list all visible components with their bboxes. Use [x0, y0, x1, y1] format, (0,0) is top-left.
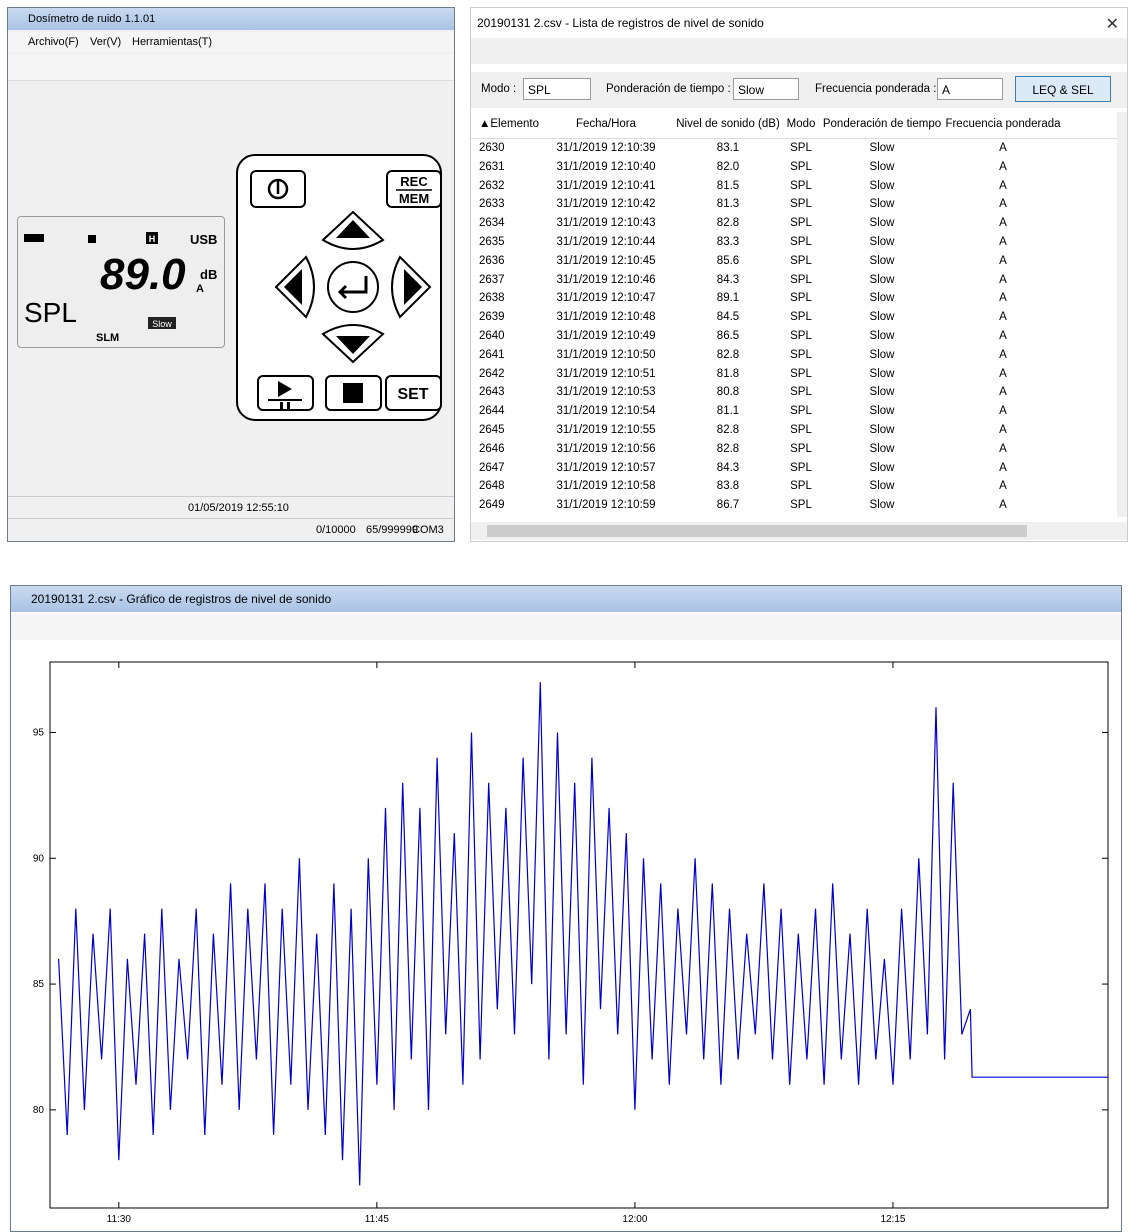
x-tick-label: 11:45 — [365, 1214, 390, 1225]
x-tick-label: 12:00 — [622, 1214, 647, 1225]
page: Dosímetro de ruido 1.1.01 Archivo(F) Ver… — [0, 0, 1128, 1232]
y-tick-label: 95 — [33, 727, 45, 738]
y-tick-label: 80 — [33, 1105, 45, 1116]
chart: 80 85 90 95 11:30 11:45 12:00 12:15 — [0, 0, 1128, 1232]
x-tick-label: 12:15 — [880, 1214, 905, 1225]
line-series — [59, 682, 1108, 1185]
y-tick-label: 90 — [33, 853, 45, 864]
y-tick-label: 85 — [33, 979, 45, 990]
x-tick-label: 11:30 — [107, 1214, 132, 1225]
